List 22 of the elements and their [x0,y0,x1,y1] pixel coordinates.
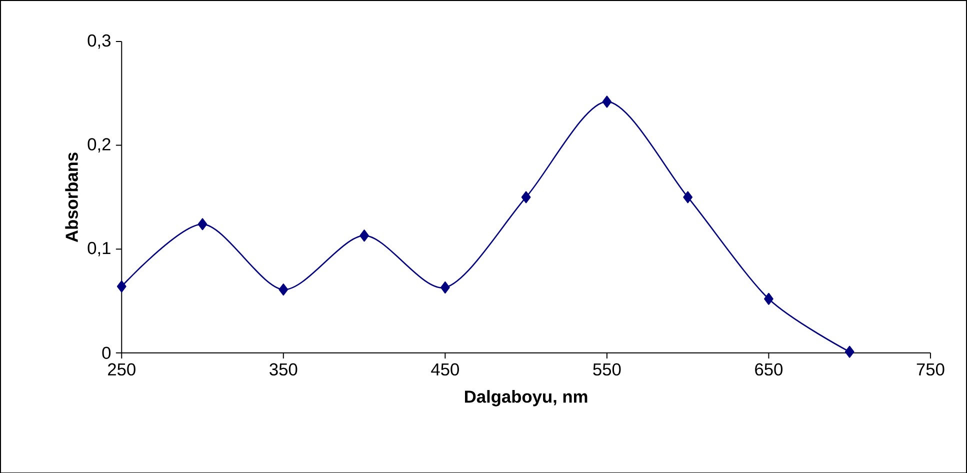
point [683,190,692,203]
x-tick-label: 750 [916,363,944,376]
point [440,281,450,294]
x-tick-label: 650 [755,363,782,376]
point [521,190,531,203]
y-tick-label: 0,3 [88,34,110,48]
x-tick-label: 350 [270,363,298,376]
y-tick-label: 0,1 [88,242,110,256]
y-axis-title: Absorbans [65,152,78,242]
x-axis-title: Dalgaboyu, nm [465,390,588,406]
point [360,229,369,242]
y-tick-label: 0,2 [88,138,110,152]
x-tick-label: 450 [431,363,459,376]
x-tick-label: 250 [108,363,136,376]
point [198,218,208,230]
point [844,346,854,358]
point [602,95,612,108]
point [764,292,774,305]
point [278,283,288,296]
point [116,280,126,292]
x-tick-label: 550 [593,363,621,376]
y-tick-label: 0 [102,346,111,359]
